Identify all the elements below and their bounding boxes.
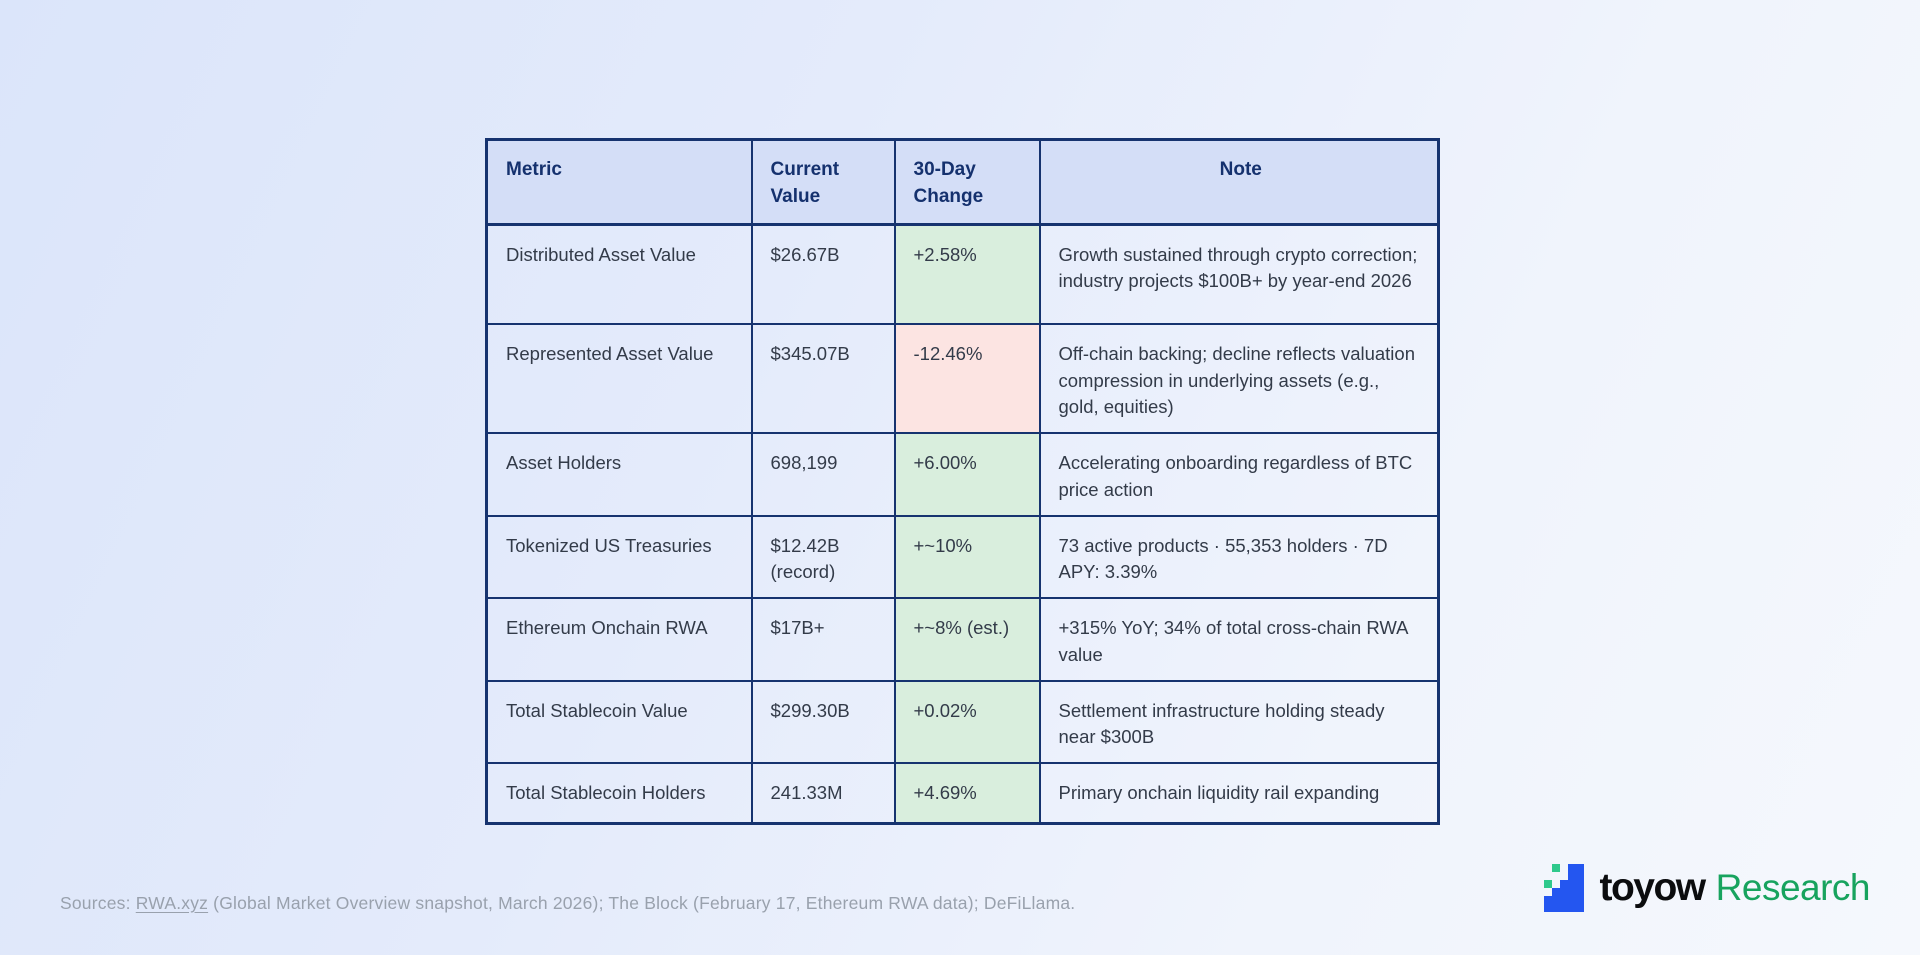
table-row: Tokenized US Treasuries $12.42B (record)… <box>485 514 1440 600</box>
header-current-value: Current Value <box>750 138 896 226</box>
sources-prefix: Sources: <box>60 893 136 913</box>
metric-cell: Asset Holders <box>485 432 753 517</box>
header-30day-change: 30-Day Change <box>893 138 1041 226</box>
change-cell: +2.58% <box>893 223 1041 326</box>
note-cell: Accelerating onboarding regardless of BT… <box>1038 432 1440 517</box>
change-cell: -12.46% <box>893 323 1041 435</box>
note-cell: Growth sustained through crypto correcti… <box>1038 223 1440 326</box>
brand-suffix: Research <box>1715 867 1871 908</box>
table-header-row: Metric Current Value 30-Day Change Note <box>485 138 1440 226</box>
sources-line: Sources: RWA.xyz (Global Market Overview… <box>60 893 1075 914</box>
brand-logo: toyow Research <box>1542 864 1871 912</box>
value-cell: 241.33M <box>750 762 896 825</box>
metric-cell: Tokenized US Treasuries <box>485 514 753 600</box>
table-row: Distributed Asset Value $26.67B +2.58% G… <box>485 223 1440 326</box>
note-cell: Primary onchain liquidity rail expanding <box>1038 762 1440 825</box>
note-cell: 73 active products · 55,353 holders · 7D… <box>1038 514 1440 600</box>
table-row: Total Stablecoin Value $299.30B +0.02% S… <box>485 679 1440 765</box>
note-cell: Settlement infrastructure holding steady… <box>1038 679 1440 765</box>
brand-name: toyow <box>1599 866 1706 909</box>
metric-cell: Ethereum Onchain RWA <box>485 597 753 682</box>
sources-suffix: (Global Market Overview snapshot, March … <box>208 893 1076 913</box>
toyow-pixel-stairs-icon <box>1544 864 1585 912</box>
value-cell: $17B+ <box>750 597 896 682</box>
table-row: Asset Holders 698,199 +6.00% Acceleratin… <box>485 432 1440 517</box>
change-cell: +~8% (est.) <box>893 597 1041 682</box>
table-row: Represented Asset Value $345.07B -12.46%… <box>485 323 1440 435</box>
value-cell: $12.42B (record) <box>750 514 896 600</box>
value-cell: $299.30B <box>750 679 896 765</box>
table-row: Ethereum Onchain RWA $17B+ +~8% (est.) +… <box>485 597 1440 682</box>
value-cell: $345.07B <box>750 323 896 435</box>
note-cell: +315% YoY; 34% of total cross-chain RWA … <box>1038 597 1440 682</box>
metric-cell: Represented Asset Value <box>485 323 753 435</box>
metric-cell: Distributed Asset Value <box>485 223 753 326</box>
header-metric: Metric <box>485 138 753 226</box>
change-cell: +4.69% <box>893 762 1041 825</box>
change-cell: +~10% <box>893 514 1041 600</box>
metric-cell: Total Stablecoin Value <box>485 679 753 765</box>
market-metrics-table: Metric Current Value 30-Day Change Note … <box>485 138 1440 825</box>
rwa-xyz-link[interactable]: RWA.xyz <box>135 893 209 913</box>
header-note: Note <box>1038 138 1440 226</box>
change-cell: +0.02% <box>893 679 1041 765</box>
change-cell: +6.00% <box>893 432 1041 517</box>
table-row: Total Stablecoin Holders 241.33M +4.69% … <box>485 762 1440 825</box>
note-cell: Off-chain backing; decline reflects valu… <box>1038 323 1440 435</box>
value-cell: $26.67B <box>750 223 896 326</box>
metric-cell: Total Stablecoin Holders <box>485 762 753 825</box>
value-cell: 698,199 <box>750 432 896 517</box>
